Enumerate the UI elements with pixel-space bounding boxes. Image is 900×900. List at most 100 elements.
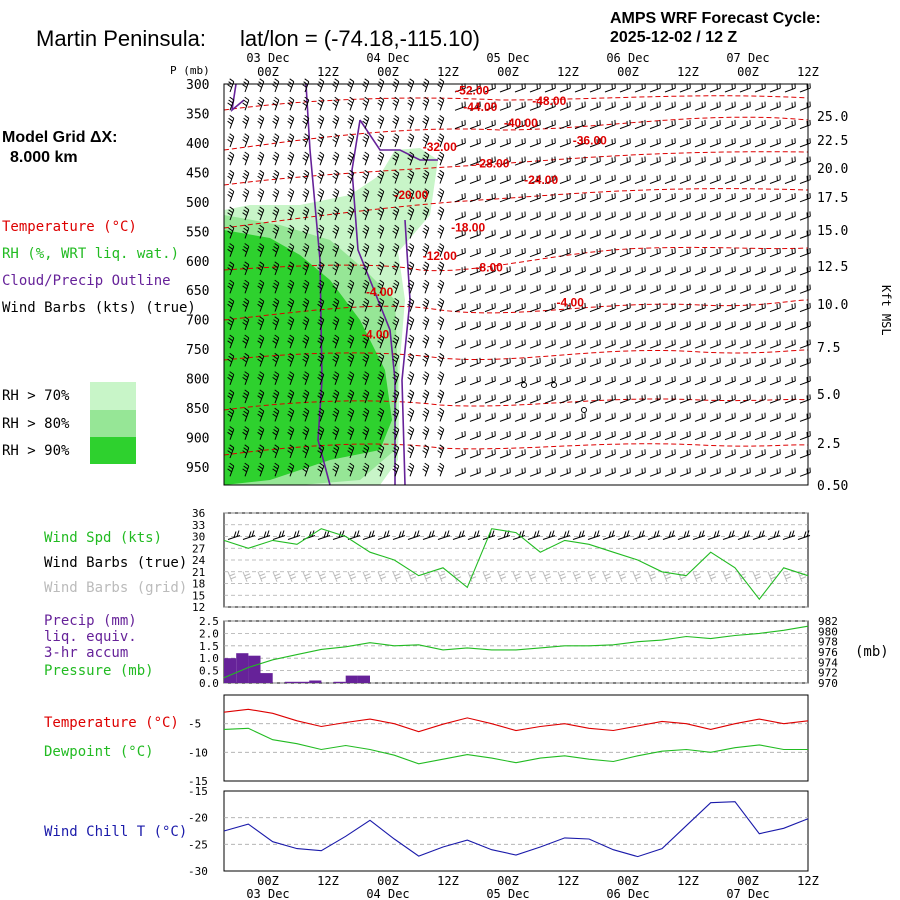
wind-barb (799, 138, 811, 148)
wind-barb (407, 206, 415, 221)
wind-barb (514, 467, 526, 477)
legend-temp-line: Temperature (°C) (44, 715, 179, 731)
wind-barb (332, 188, 340, 202)
wind-speed-tick-label: 33 (192, 519, 205, 532)
wind-barb (332, 371, 340, 385)
dewpoint-line (223, 727, 808, 765)
wind-barb (754, 430, 766, 441)
wind-barb (619, 284, 631, 294)
wind-barb (347, 444, 355, 459)
wind-barb (454, 467, 466, 477)
wind-barb (559, 467, 571, 477)
wind-barb (754, 193, 766, 203)
wind-barb (454, 449, 466, 459)
wind-speed-tick-label: 15 (192, 589, 205, 602)
wind-barb (529, 119, 541, 130)
wind-barb (664, 284, 676, 294)
wind-barb (589, 321, 601, 331)
wind-barb (634, 266, 646, 276)
wind-barb (422, 334, 430, 349)
wind-barb (317, 462, 325, 477)
wind-barb (332, 151, 340, 166)
wind-barb (514, 266, 526, 276)
wind-barb (437, 444, 445, 459)
wind-barb (287, 261, 295, 276)
wind-barb (724, 394, 736, 404)
wind-barb (242, 224, 250, 239)
wind-barb (694, 156, 706, 166)
wind-barb (242, 133, 250, 148)
wind-barb (784, 119, 796, 130)
wind-barb-grid (632, 571, 642, 582)
wind-barb (227, 316, 235, 331)
wind-barb-true (737, 530, 751, 540)
wind-barb-grid (377, 571, 387, 582)
station-title: Martin Peninsula: (36, 26, 206, 51)
windchill-tick-label: -15 (188, 785, 208, 798)
wind-barb (362, 133, 370, 148)
temperature-contour (223, 349, 809, 361)
wind-barb (649, 101, 661, 111)
wind-barb (784, 394, 796, 404)
wind-barb (257, 188, 265, 202)
wind-barb (574, 138, 586, 148)
wind-barb (332, 169, 340, 184)
wind-barb (362, 169, 370, 184)
date-label-top: 06 Dec (606, 51, 649, 65)
wind-barb (317, 133, 325, 148)
wind-barb (559, 156, 571, 166)
date-label-bottom: 07 Dec (726, 887, 769, 900)
wind-barb (347, 188, 355, 202)
wind-barb (422, 407, 430, 422)
wind-barb (739, 211, 751, 221)
wind-barb (664, 412, 676, 422)
wind-barb (362, 206, 370, 221)
wind-barb (469, 247, 481, 258)
wind-barb (664, 119, 676, 130)
cloud-outline (230, 83, 245, 112)
wind-barb (454, 247, 466, 258)
wind-barb (754, 138, 766, 148)
wind-barb (604, 449, 616, 459)
wind-barb (634, 376, 646, 386)
wind-barb (499, 266, 511, 276)
wind-barb (649, 467, 661, 477)
wind-barb (454, 302, 466, 313)
forecast-cycle-label: AMPS WRF Forecast Cycle: (610, 10, 821, 27)
wind-barb (799, 284, 811, 294)
wind-barb (469, 376, 481, 386)
wind-barb (769, 284, 781, 294)
wind-barb (634, 302, 646, 313)
wind-barb (739, 357, 751, 367)
wind-barb (679, 193, 691, 203)
wind-barb-grid (587, 571, 597, 582)
wind-barb (454, 376, 466, 386)
wind-barb (499, 284, 511, 294)
wind-barb-true (707, 530, 721, 540)
wind-barb (544, 339, 556, 349)
wind-barb (392, 334, 400, 349)
temperature-contour (223, 151, 809, 186)
wind-barb (499, 119, 511, 130)
wind-barb (694, 449, 706, 459)
wind-barb (619, 174, 631, 184)
wind-barb (619, 101, 631, 111)
wind-barb (392, 206, 400, 221)
wind-barb (317, 389, 325, 404)
wind-barb (679, 412, 691, 422)
wind-barb (679, 101, 691, 111)
wind-barb-grid (572, 571, 582, 582)
wind-barb (242, 114, 250, 129)
wind-barb (499, 138, 511, 148)
wind-barb (272, 224, 280, 239)
wind-barb-true (782, 530, 796, 540)
wind-barb (257, 224, 265, 239)
wind-barb (287, 279, 295, 294)
wind-barb (242, 407, 250, 422)
wind-barb (454, 138, 466, 148)
wind-barb (529, 247, 541, 258)
wind-barb (407, 114, 415, 129)
wind-barb-grid (422, 571, 432, 582)
wind-barb (544, 266, 556, 276)
wind-barb (437, 133, 445, 148)
